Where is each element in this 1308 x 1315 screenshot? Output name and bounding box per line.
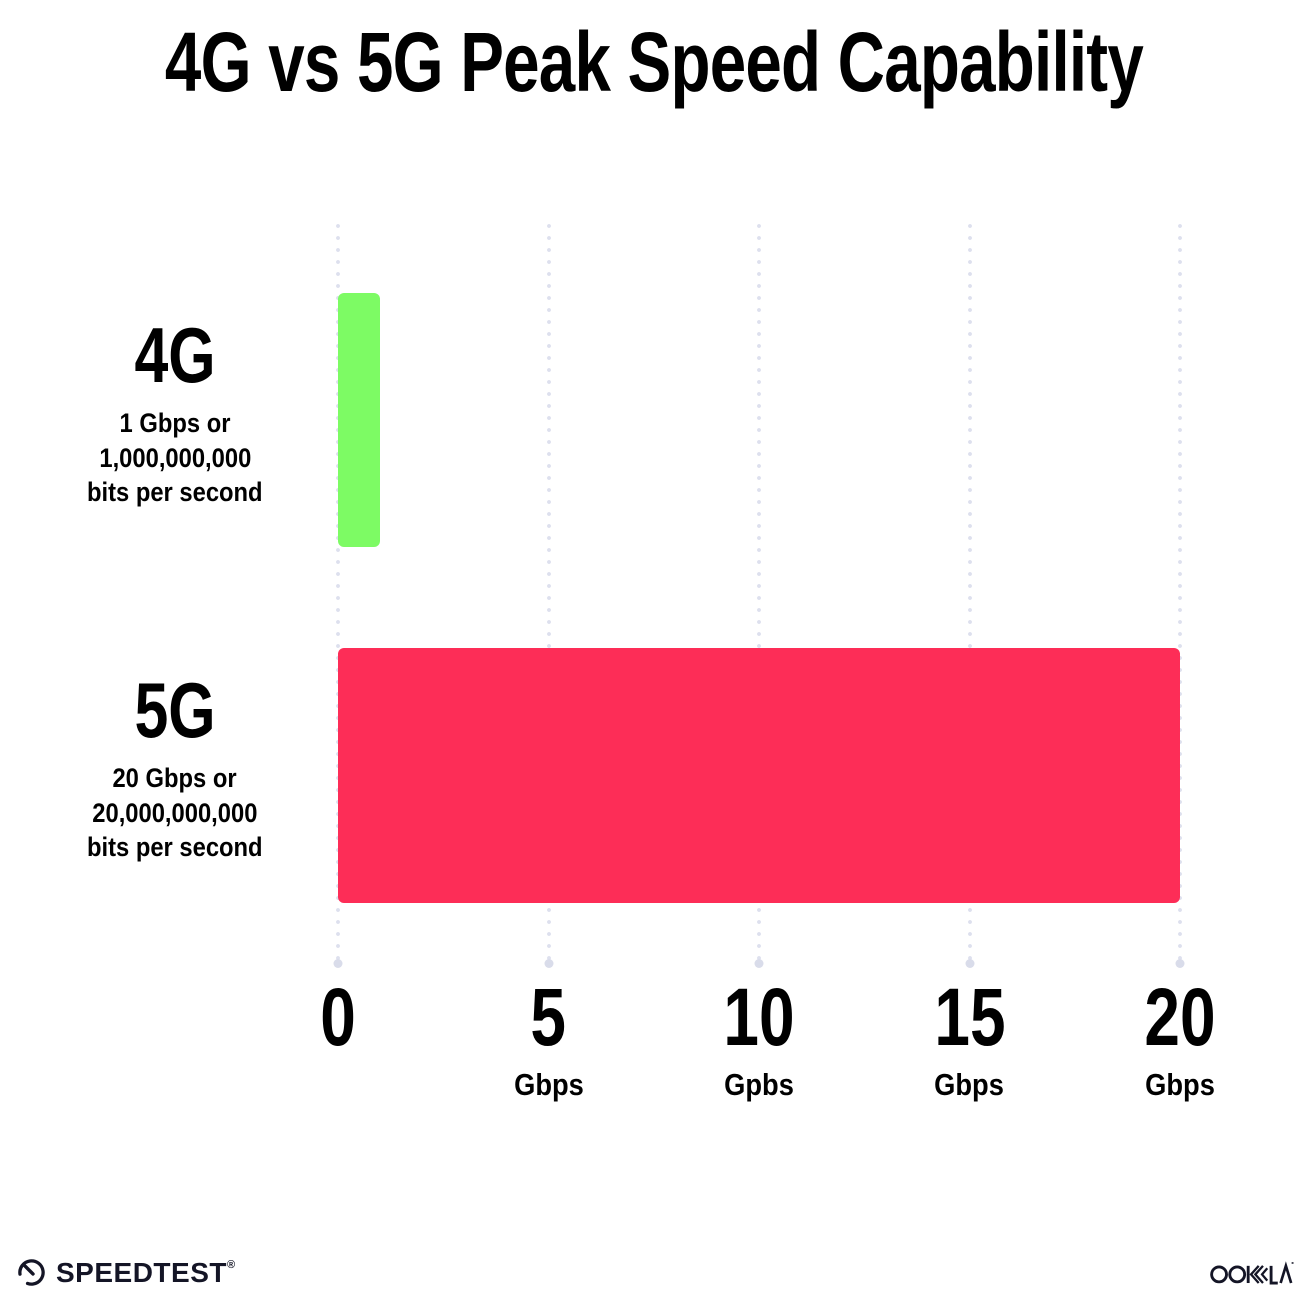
- x-tick-20-unit: Gbps: [1145, 1067, 1215, 1102]
- gridline-5: [546, 220, 551, 960]
- row-label-5g-sub-line1: 20 Gbps or: [112, 763, 238, 793]
- speedtest-trademark: ®: [226, 1258, 236, 1271]
- row-label-5g-title-text: 5G: [134, 666, 216, 754]
- gridline-15: [967, 220, 972, 960]
- row-label-4g-sub-line2: 1,000,000,000: [99, 442, 251, 473]
- x-tick-15-unit: Gbps: [934, 1067, 1005, 1102]
- x-tick-0-value: 0: [320, 972, 356, 1063]
- gridline-0: [336, 220, 340, 960]
- row-label-4g-sub: 1 Gbps or 1,000,000,000 bits per second: [20, 406, 330, 510]
- speedtest-wordmark-text: SPEEDTEST: [56, 1256, 227, 1288]
- row-label-5g-title: 5G: [20, 671, 330, 749]
- row-label-4g-title: 4G: [20, 316, 330, 394]
- x-tick-5-value: 5: [530, 972, 567, 1063]
- ookla-wordmark-icon: [1210, 1261, 1294, 1285]
- speedtest-gauge-icon: [18, 1259, 45, 1286]
- row-label-4g-title-text: 4G: [134, 311, 216, 399]
- x-tick-20-value: 20: [1144, 972, 1216, 1063]
- x-axis: 0 5 Gbps 10 Gpbs 15 Gbps 20 Gbps: [320, 972, 1215, 1107]
- row-label-4g-sub-line3: bits per second: [87, 477, 263, 508]
- x-tick-10-unit: Gpbs: [724, 1067, 794, 1102]
- speedtest-logo: SPEEDTEST®: [16, 1257, 235, 1288]
- plot-area: [336, 220, 1182, 960]
- row-label-5g: 5G 20 Gbps or 20,000,000,000 bits per se…: [20, 671, 330, 865]
- ookla-logo: OOKLA: [1210, 1260, 1294, 1291]
- row-label-5g-sub-line2: 20,000,000,000: [92, 797, 258, 828]
- chart-title-text: 4G vs 5G Peak Speed Capability: [164, 15, 1144, 109]
- x-tick-15-value: 15: [933, 972, 1006, 1063]
- chart-title: 4G vs 5G Peak Speed Capability: [0, 20, 1308, 104]
- x-tick-10: 10 Gpbs: [713, 972, 804, 1102]
- gridline-10: [757, 220, 761, 960]
- row-label-5g-sub: 20 Gbps or 20,000,000,000 bits per secon…: [20, 761, 330, 865]
- gridline-20: [1178, 220, 1182, 960]
- row-label-5g-sub-line3: bits per second: [87, 832, 263, 863]
- x-tick-5-unit: Gbps: [513, 1067, 584, 1102]
- x-tick-15: 15 Gbps: [924, 972, 1015, 1102]
- row-label-4g: 4G 1 Gbps or 1,000,000,000 bits per seco…: [20, 316, 330, 510]
- bar-4g: [338, 293, 381, 547]
- row-label-4g-sub-line1: 1 Gbps or: [119, 408, 231, 438]
- x-tick-0: 0: [315, 977, 361, 1100]
- x-tick-10-value: 10: [723, 972, 795, 1063]
- x-tick-5: 5 Gbps: [509, 972, 588, 1102]
- speedtest-wordmark: SPEEDTEST®: [56, 1256, 236, 1288]
- x-tick-20: 20 Gbps: [1134, 972, 1225, 1102]
- bar-5g: [338, 648, 1180, 903]
